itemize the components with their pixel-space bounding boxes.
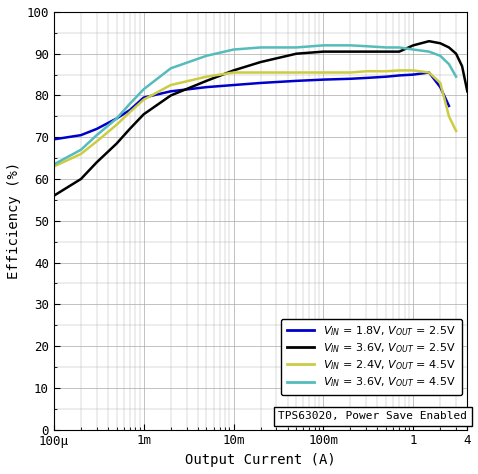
Legend: $V_{IN}$ = 1.8V, $V_{OUT}$ = 2.5V, $V_{IN}$ = 3.6V, $V_{OUT}$ = 2.5V, $V_{IN}$ =: $V_{IN}$ = 1.8V, $V_{OUT}$ = 2.5V, $V_{I…: [281, 319, 462, 395]
X-axis label: Output Current (A): Output Current (A): [185, 453, 336, 467]
Y-axis label: Efficiency (%): Efficiency (%): [7, 162, 21, 279]
Text: TPS63020, Power Save Enabled: TPS63020, Power Save Enabled: [278, 411, 467, 421]
